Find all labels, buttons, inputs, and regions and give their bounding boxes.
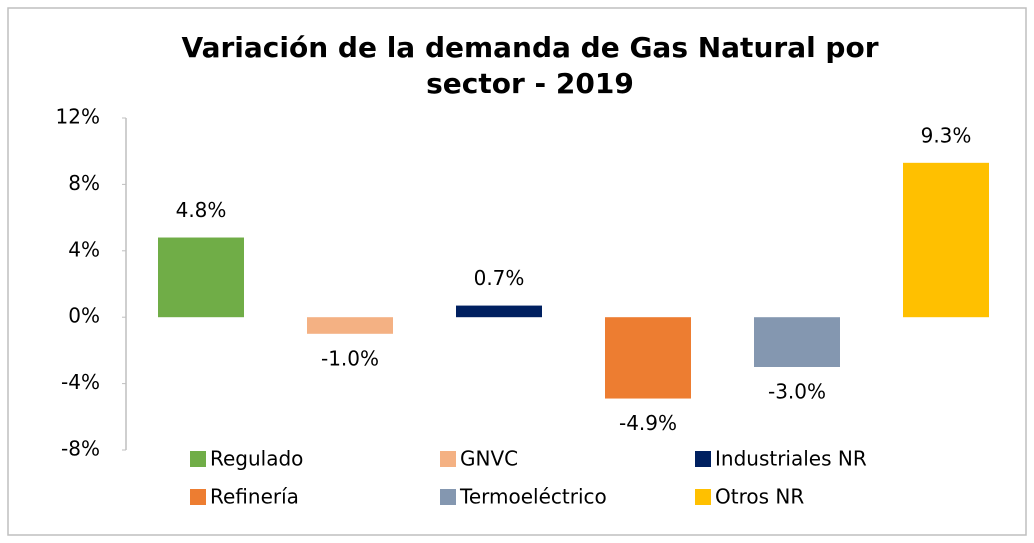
- y-tick-label: 8%: [68, 171, 100, 195]
- y-tick-label: -4%: [61, 370, 100, 394]
- legend-label: GNVC: [460, 447, 518, 471]
- y-tick-label: 0%: [68, 304, 100, 328]
- legend-label: Otros NR: [715, 485, 804, 509]
- data-label: 9.3%: [921, 123, 972, 147]
- legend-swatch: [440, 489, 456, 505]
- data-label: 4.8%: [176, 198, 227, 222]
- y-tick-label: -8%: [61, 437, 100, 461]
- bar: [754, 317, 840, 367]
- legend-label: Regulado: [210, 447, 303, 471]
- data-label: -1.0%: [321, 346, 379, 370]
- legend-label: Termoeléctrico: [459, 485, 607, 509]
- legend-swatch: [695, 451, 711, 467]
- chart-title: Variación de la demanda de Gas Natural p…: [181, 31, 879, 100]
- legend-label: Industriales NR: [715, 447, 867, 471]
- legend-swatch: [695, 489, 711, 505]
- y-tick-label: 12%: [56, 105, 100, 129]
- legend-swatch: [440, 451, 456, 467]
- bar: [903, 162, 989, 318]
- data-label: -3.0%: [768, 380, 826, 404]
- legend-swatch: [190, 489, 206, 505]
- bar: [605, 317, 691, 399]
- legend-label: Refinería: [210, 485, 299, 509]
- bar: [158, 237, 244, 318]
- y-tick-label: 4%: [68, 237, 100, 261]
- bar: [456, 305, 542, 318]
- data-label: -4.9%: [619, 411, 677, 435]
- legend-swatch: [190, 451, 206, 467]
- data-label: 0.7%: [474, 266, 525, 290]
- bar: [307, 317, 393, 334]
